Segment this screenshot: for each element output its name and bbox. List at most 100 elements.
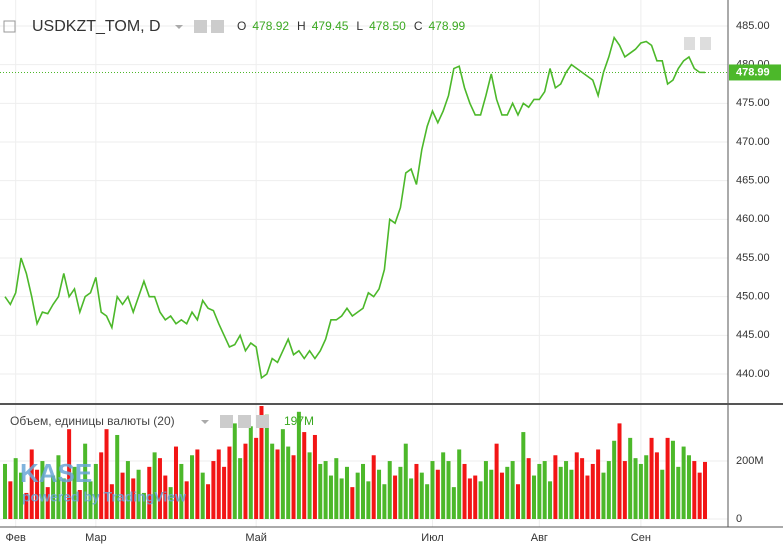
volume-bar [195,449,200,520]
volume-bar [270,443,275,520]
volume-bar [99,452,104,520]
ohlc-value: 478.99 [428,19,465,33]
volume-bar [147,466,152,520]
volume-bar [382,484,387,520]
volume-bar [344,466,349,520]
volume-bar [371,455,376,520]
price-line [4,35,706,380]
volume-bar [206,484,211,520]
y-tick-label: 0 [736,513,742,525]
volume-bar [280,429,285,520]
volume-bar [40,461,45,520]
volume-bar [275,449,280,520]
volume-bar [638,463,643,520]
volume-bar [441,452,446,520]
x-tick-label: Июл [421,532,443,544]
volume-bar [254,437,259,520]
volume-bar [553,455,558,520]
volume-bar [580,458,585,520]
ohlc-key: L [356,19,363,33]
volume-bar [393,475,398,520]
volume-bar [125,461,130,520]
volume-bar [596,449,601,520]
volume-bar [644,455,649,520]
volume-bar [227,446,232,520]
volume-bar [361,463,366,520]
volume-bar [302,432,307,520]
y-tick-label: 485.00 [736,20,770,32]
volume-bar [232,423,237,520]
volume-bar [83,443,88,520]
volume-bar [665,437,670,520]
x-tick-label: Сен [631,532,651,544]
dropdown-icon[interactable] [175,25,183,29]
volume-bar [179,463,184,520]
arrow-down-icon[interactable] [684,37,695,50]
volume-bar [628,437,633,520]
volume-bar [510,461,515,520]
volume-bar [654,452,659,520]
visibility-icon[interactable] [220,415,233,428]
arrow-up-icon[interactable] [700,37,711,50]
volume-bar [499,472,504,520]
volume-bar [574,452,579,520]
volume-bar [211,461,216,520]
format-icon[interactable] [211,20,224,33]
volume-bar [115,434,120,520]
dropdown-icon[interactable] [201,420,209,424]
volume-bar [702,461,708,520]
volume-bar [222,466,227,520]
volume-bar [104,429,109,520]
volume-bar [19,472,24,520]
x-tick-label: Май [245,532,267,544]
volume-bar [200,472,205,520]
volume-bar [446,461,451,520]
volume-bar [72,466,77,520]
x-tick-label: Мар [85,532,107,544]
volume-bar [173,446,178,520]
volume-bar [430,461,435,520]
volume-bar [676,466,681,520]
settings-icon[interactable] [238,415,251,428]
volume-bar [163,475,168,520]
ohlc-value: 479.45 [312,19,349,33]
volume-bar [296,411,301,520]
y-tick-label: 475.00 [736,97,770,109]
volume-bar [467,478,472,520]
volume-bar [686,455,691,520]
watermark-logo: KASE [20,458,92,488]
volume-bar [526,458,531,520]
collapse-icon[interactable] [3,20,16,33]
volume-bar [692,461,697,520]
ohlc-key: H [297,19,306,33]
volume-bar [478,481,483,520]
format-icon[interactable] [256,415,269,428]
volume-bar [494,443,499,520]
volume-bar [590,463,595,520]
volume-bar [612,440,617,520]
volume-bar [29,449,34,520]
volume-bar [136,469,141,520]
volume-bar [606,461,611,520]
marks [0,0,728,527]
volume-bar [558,466,563,520]
volume-bar [291,455,296,520]
volume-bar [473,475,478,520]
volume-bar [2,463,8,520]
volume-bar [483,461,488,520]
volume-bar [377,469,382,520]
settings-icon[interactable] [194,20,207,33]
volume-bar [569,469,574,520]
y-tick-label: 440.00 [736,368,770,380]
volume-bar [88,481,93,520]
volume-bar [243,443,248,520]
volume-bar [61,478,66,520]
volume-bar [548,481,553,520]
volume-value: 197M [284,414,314,428]
y-tick-label: 455.00 [736,252,770,264]
ohlc-key: C [414,19,423,33]
volume-bar [403,443,408,520]
volume-bar [93,463,98,520]
volume-bar [328,475,333,520]
volume-bar [248,426,253,520]
